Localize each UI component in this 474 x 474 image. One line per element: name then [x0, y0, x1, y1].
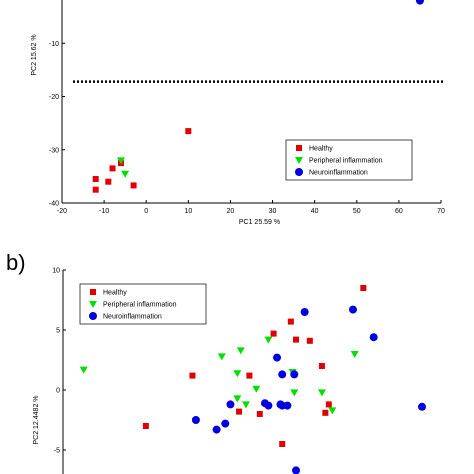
b-point-circle [221, 419, 230, 428]
a-y-tick-label: -10 [49, 41, 59, 48]
a-legend-marker [295, 168, 303, 176]
b-point-circle [278, 370, 287, 379]
b-point-triangle-down [233, 370, 242, 378]
b-legend-label: Neuroinflammation [103, 314, 162, 321]
b-point-square [322, 409, 329, 416]
a-point-square [130, 182, 137, 189]
b-legend-marker [89, 312, 97, 320]
a-point-square [92, 186, 99, 193]
b-point-square [360, 285, 367, 291]
b-legend-marker [89, 301, 97, 308]
a-x-tick-label: 30 [269, 208, 277, 215]
b-point-triangle-down [233, 395, 242, 403]
b-legend-label: Peripheral inflammation [103, 302, 177, 309]
b-y-tick-label: -5 [54, 448, 60, 455]
b-point-square [325, 401, 332, 408]
b-point-triangle-down [217, 353, 226, 361]
a-y-axis-title: PC2 15.62 % [31, 34, 38, 75]
b-point-circle [191, 416, 200, 424]
b-point-circle [418, 402, 427, 411]
a-y-tick-label: -20 [49, 94, 59, 101]
a-point-triangle-down [121, 170, 130, 178]
a-legend-label: Healthy [309, 146, 333, 153]
a-y-tick-label: -40 [49, 201, 59, 208]
b-legend-label: Healthy [103, 290, 127, 297]
b-y-axis-title: PC2 12.4482 % [33, 395, 40, 444]
b-point-circle [226, 400, 235, 409]
a-point-square [92, 176, 99, 183]
a-x-tick-label: -10 [99, 208, 109, 215]
b-point-square [189, 372, 196, 379]
a-x-tick-label: 10 [184, 208, 192, 215]
a-x-axis-title: PC1 25.59 % [239, 219, 280, 226]
b-point-circle [278, 401, 287, 410]
b-point-circle [300, 308, 309, 316]
b-point-circle [290, 370, 299, 379]
b-point-triangle-down [79, 366, 88, 374]
a-point-square [105, 178, 112, 185]
chart-a: -20 -10 0 10 20 30 40 50 60 70 -40 -30 -20 -10 PC1 25.… [31, 0, 445, 226]
b-y-tick-label: 5 [56, 328, 60, 335]
a-point-square [185, 128, 192, 135]
b-point-triangle-down [264, 336, 273, 344]
b-point-triangle-down [350, 351, 359, 358]
b-point-square [318, 363, 325, 369]
a-y-tick-label: -30 [49, 147, 59, 154]
a-x-tick-label: -20 [57, 208, 67, 215]
b-point-square [270, 330, 277, 337]
b-point-square [256, 411, 263, 417]
b-point-square [246, 372, 253, 379]
b-point-triangle-down [317, 389, 326, 397]
a-x-tick-label: 70 [437, 208, 445, 215]
a-x-tick-label: 50 [353, 208, 361, 215]
b-point-triangle-down [328, 407, 337, 415]
a-point-square [109, 165, 116, 172]
a-legend-marker [295, 157, 303, 164]
b-point-square [142, 423, 149, 429]
b-point-square [287, 318, 294, 325]
b-point-circle [348, 305, 357, 314]
b-point-circle [260, 399, 269, 408]
panel-b-label: b) [6, 250, 26, 275]
a-x-tick-label: 60 [395, 208, 403, 215]
b-point-square [306, 337, 313, 344]
b-point-circle [212, 425, 221, 434]
chart-b: -5 0 5 10 PC2 12.4482 % Healthy Peripheral inf… [33, 268, 427, 474]
b-point-circle [273, 353, 282, 362]
a-x-tick-label: 40 [311, 208, 319, 215]
a-legend-marker [296, 145, 302, 151]
b-legend-marker [90, 289, 96, 295]
b-point-square [293, 336, 300, 343]
a-legend-label: Peripheral inflammation [309, 158, 383, 165]
a-point-circle [415, 0, 424, 5]
b-point-square [236, 408, 243, 415]
b-point-circle [369, 333, 378, 342]
b-point-triangle-down [290, 389, 299, 397]
a-legend-label: Neuroinflammation [309, 170, 368, 177]
a-legend-box [285, 139, 413, 181]
b-y-tick-label: 0 [56, 388, 60, 395]
b-y-tick-label: 10 [52, 268, 60, 275]
b-point-triangle-down [241, 401, 250, 409]
b-point-triangle-down [252, 385, 261, 393]
a-x-tick-label: 0 [144, 208, 148, 215]
b-legend-box [79, 283, 207, 325]
b-point-triangle-down [236, 347, 245, 355]
a-x-tick-label: 20 [227, 208, 235, 215]
b-point-circle [292, 466, 301, 474]
a-point-triangle-down [116, 157, 125, 165]
b-point-square [279, 441, 286, 447]
